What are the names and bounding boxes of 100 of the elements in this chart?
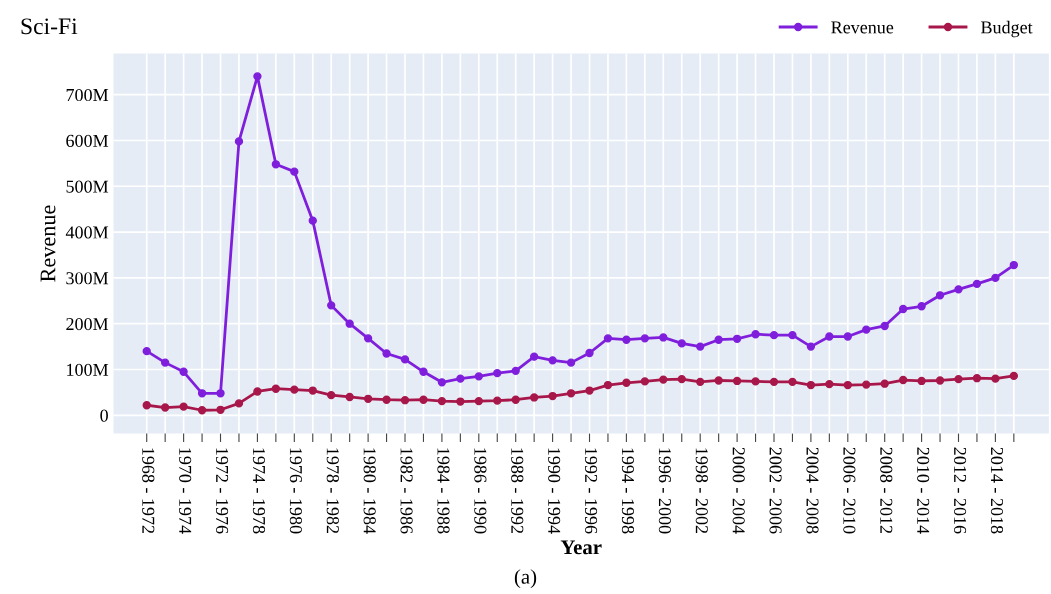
y-tick-label: 100M [67, 363, 109, 376]
point [843, 332, 852, 341]
point [327, 301, 336, 310]
point [806, 380, 816, 390]
point [456, 397, 465, 406]
point [327, 390, 336, 400]
point [898, 375, 908, 385]
point [345, 319, 354, 328]
point [197, 389, 207, 398]
point [548, 356, 557, 365]
point [788, 330, 797, 340]
legend-label: Budget [981, 20, 1033, 38]
point [271, 384, 281, 393]
point [382, 395, 391, 404]
point [732, 376, 742, 386]
point [234, 399, 244, 408]
point [197, 406, 207, 415]
point [862, 325, 871, 334]
point [160, 403, 170, 412]
point [290, 167, 299, 176]
point [917, 376, 926, 386]
x-tick-label: 1980 - 1984 [363, 448, 376, 534]
point [308, 386, 317, 395]
point [253, 387, 262, 396]
point [400, 396, 410, 405]
point [511, 366, 520, 376]
x-tick-label: 1988 - 1992 [511, 448, 524, 534]
point [622, 335, 631, 344]
x-tick-label: 2004 - 2008 [806, 447, 819, 534]
point [825, 379, 834, 389]
y-axis-title: Revenue [40, 205, 56, 282]
point [640, 377, 650, 386]
y-tick-label: 700M [66, 88, 109, 102]
point [345, 392, 354, 402]
point [234, 137, 244, 146]
point [382, 349, 391, 358]
x-tick-label: 1996 - 2000 [658, 448, 671, 534]
point [179, 402, 188, 411]
point [271, 160, 281, 169]
point [363, 394, 373, 403]
x-tick-label: 1972 - 1976 [216, 448, 229, 534]
point [253, 72, 262, 81]
point [585, 348, 594, 358]
y-tick-label: 500M [66, 180, 109, 193]
point [751, 330, 760, 339]
point [216, 389, 225, 398]
point [991, 273, 1000, 283]
point [696, 342, 705, 351]
x-tick-label: 1994 - 1998 [621, 448, 635, 534]
x-tick-label: 1990 - 1994 [548, 448, 561, 534]
point [880, 321, 889, 331]
x-tick-label: 2014 - 2018 [990, 447, 1004, 534]
y-tick-label: 300M [66, 272, 109, 285]
point [419, 367, 428, 376]
y-tick-label: 200M [66, 317, 109, 331]
point [677, 374, 686, 384]
point [474, 396, 483, 406]
point [732, 334, 742, 343]
point [788, 377, 797, 387]
point [603, 380, 613, 390]
x-tick-label: 1992 - 1996 [584, 448, 598, 534]
point [991, 374, 1000, 383]
x-axis-title: Year [560, 540, 602, 555]
x-tick-label: 2008 - 2012 [880, 447, 893, 534]
point [548, 391, 557, 401]
point [142, 347, 151, 356]
point [179, 367, 188, 376]
x-tick-label: 1974 - 1978 [252, 448, 266, 534]
point [437, 396, 447, 406]
x-tick-label: 1982 - 1986 [400, 448, 413, 534]
point [160, 358, 170, 367]
point [511, 395, 520, 404]
point [935, 376, 945, 385]
point [898, 304, 908, 314]
point [290, 385, 299, 394]
x-tick-label: 2000 - 2004 [732, 447, 745, 534]
point [419, 395, 428, 404]
point [566, 389, 576, 398]
point [935, 291, 945, 300]
point [714, 376, 723, 385]
x-tick-label: 2012 - 2016 [953, 447, 967, 534]
point [493, 396, 502, 405]
y-tick-label: 0 [100, 409, 108, 422]
point [972, 374, 982, 383]
point [622, 378, 631, 387]
point [659, 333, 668, 342]
point [400, 355, 410, 364]
point [677, 339, 686, 348]
point [696, 377, 705, 387]
point [1009, 371, 1019, 381]
point [769, 377, 779, 387]
point [769, 330, 779, 340]
point [972, 279, 982, 289]
x-tick-label: 2010 - 2014 [917, 447, 930, 534]
x-tick-label: 1998 - 2002 [695, 448, 708, 534]
point [751, 377, 760, 386]
point [825, 332, 834, 341]
point [640, 334, 650, 343]
point [493, 368, 502, 378]
point [917, 302, 926, 311]
